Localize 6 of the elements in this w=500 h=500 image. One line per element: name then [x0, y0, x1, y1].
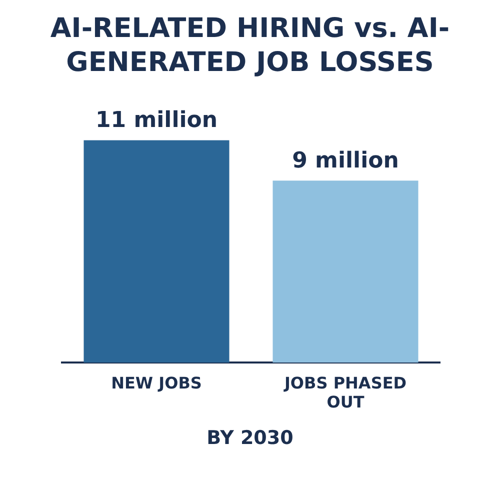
data-label: 11 million: [95, 108, 218, 133]
chart-title: AI-RELATED HIRING vs. AI-GENERATED JOB LOSSES: [49, 12, 451, 80]
x-tick-label: JOBS PHASED OUT: [283, 373, 407, 412]
text: BY 2030: [206, 427, 294, 449]
x-tick-label: NEW JOBS: [111, 373, 202, 392]
data-label: 9 million: [292, 148, 399, 174]
